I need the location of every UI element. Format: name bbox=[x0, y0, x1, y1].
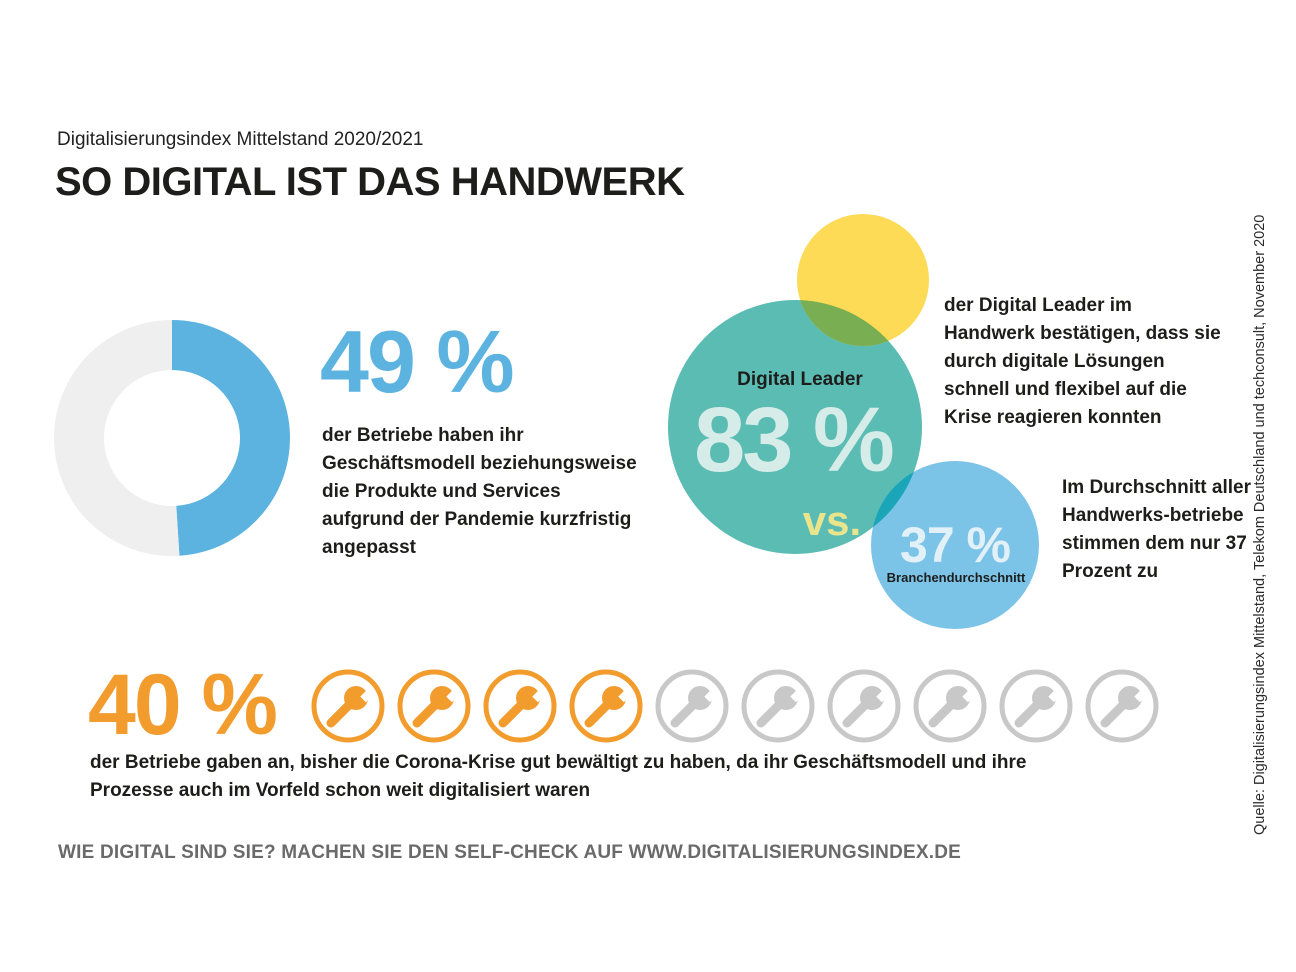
stat3-value: 40 % bbox=[88, 657, 278, 753]
wrench-icon-empty bbox=[999, 669, 1073, 743]
stat1-value: 49 % bbox=[320, 312, 515, 411]
subtitle: Digitalisierungsindex Mittelstand 2020/2… bbox=[57, 129, 424, 150]
average-value: 37 % bbox=[900, 517, 1011, 573]
page-title: SO DIGITAL IST DAS HANDWERK bbox=[55, 160, 685, 204]
average-bubble bbox=[871, 461, 1039, 629]
wrench-icon-empty bbox=[741, 669, 815, 743]
leader-bubble bbox=[668, 300, 922, 554]
wrench-icon-filled bbox=[569, 669, 643, 743]
donut-slice-angepasst bbox=[172, 320, 290, 556]
leader-value: 83 % bbox=[694, 389, 893, 491]
source-note: Quelle: Digitalisierungsindex Mittelstan… bbox=[1252, 214, 1268, 835]
stat3-description: der Betriebe gaben an, bisher die Corona… bbox=[90, 752, 1027, 801]
wrench-icon-filled bbox=[397, 669, 471, 743]
average-label: Branchendurchschnitt bbox=[887, 570, 1026, 585]
call-to-action[interactable]: WIE DIGITAL SIND SIE? MACHEN SIE DEN SEL… bbox=[58, 842, 962, 863]
wrench-icon-array bbox=[311, 669, 1159, 743]
wrench-icon-empty bbox=[1085, 669, 1159, 743]
wrench-icon-empty bbox=[827, 669, 901, 743]
leader-label: Digital Leader bbox=[737, 369, 863, 390]
donut-chart bbox=[53, 320, 290, 556]
bubble-chart: Digital Leader 83 % vs. 37 % Branchendur… bbox=[668, 214, 1039, 629]
wrench-icon-filled bbox=[483, 669, 557, 743]
wrench-icon-empty bbox=[655, 669, 729, 743]
wrench-icon-filled bbox=[311, 669, 385, 743]
wrench-icon-empty bbox=[913, 669, 987, 743]
donut-slice-rest bbox=[53, 320, 180, 556]
stat2-leader-description: der Digital Leader im Handwerk bestätige… bbox=[944, 295, 1221, 428]
stat2-average-description: Im Durchschnitt aller Handwerks-betriebe… bbox=[1062, 477, 1251, 582]
vs-label: vs. bbox=[803, 497, 861, 544]
stat1-description: der Betriebe haben ihr Geschäftsmodell b… bbox=[322, 425, 637, 558]
